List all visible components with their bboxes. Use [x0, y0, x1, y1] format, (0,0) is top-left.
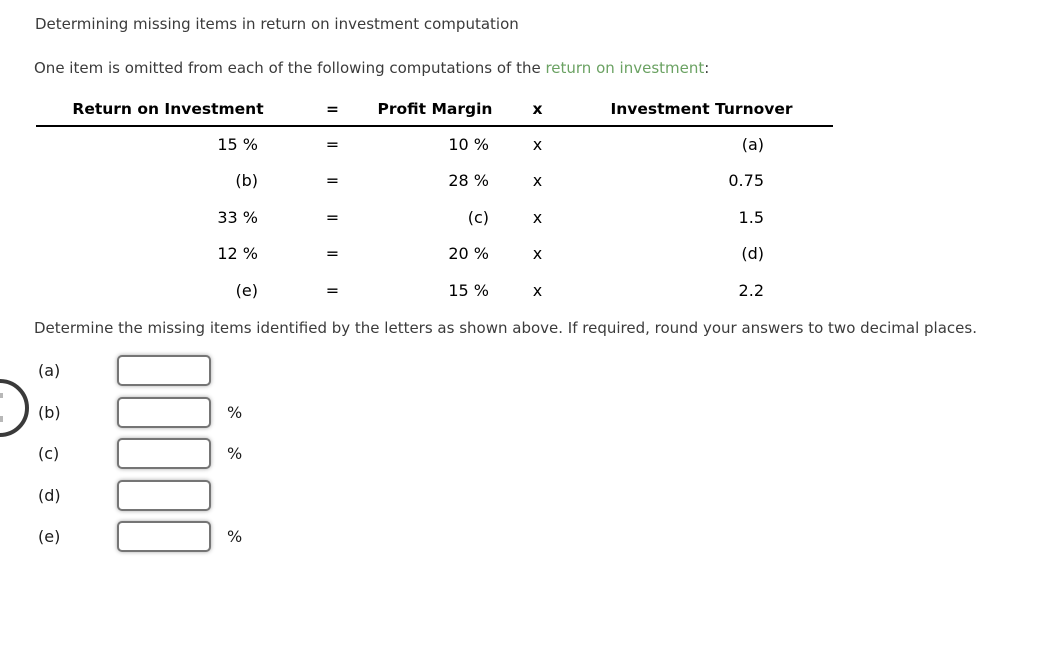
cell-investment-turnover: (d): [741, 244, 764, 264]
roi-computation-table: Return on Investment = Profit Margin x I…: [36, 92, 833, 309]
cell-times: x: [532, 207, 543, 227]
exercise-title: Determining missing items in return on i…: [35, 15, 519, 33]
answer-input-a[interactable]: [117, 355, 211, 386]
table-row: (e) = 15 % x 2.2: [36, 272, 833, 309]
cell-profit-margin: 28 %: [448, 171, 489, 191]
cell-equals: =: [325, 135, 340, 155]
answer-suffix-percent-b: %: [227, 402, 243, 422]
answer-input-e[interactable]: [117, 521, 211, 552]
answer-row-b: (b) %: [0, 396, 300, 428]
answer-row-c: (c) %: [0, 438, 300, 469]
answer-row-a: (a): [0, 355, 300, 386]
table-row: 33 % = (c) x 1.5: [36, 199, 833, 236]
cell-investment-turnover: 1.5: [738, 207, 764, 227]
answer-suffix-percent-e: %: [227, 527, 243, 546]
answer-label-b: (b): [38, 402, 61, 422]
cell-investment-turnover: (a): [741, 135, 764, 155]
cell-times: x: [532, 280, 543, 300]
cell-profit-margin: 20 %: [448, 244, 489, 264]
table-row: (b) = 28 % x 0.75: [36, 163, 833, 200]
col-header-return-on-investment: Return on Investment: [36, 92, 300, 127]
cell-roi: 33 %: [217, 207, 258, 227]
col-header-investment-turnover: Investment Turnover: [570, 92, 833, 127]
col-header-equals: =: [300, 92, 365, 127]
answer-label-a: (a): [38, 361, 61, 380]
answers-section: (a) (b) % (c) % (d) (e) %: [0, 355, 300, 552]
cell-equals: =: [325, 280, 340, 300]
cell-profit-margin: (c): [467, 207, 489, 227]
cell-roi: 12 %: [217, 244, 258, 264]
answer-label-c: (c): [38, 444, 60, 463]
answer-input-c[interactable]: [117, 438, 211, 469]
cell-roi: 15 %: [217, 135, 258, 155]
table-row: 12 % = 20 % x (d): [36, 236, 833, 273]
cell-roi: (b): [235, 171, 258, 191]
answer-row-d: (d): [0, 479, 300, 511]
instruction-text: Determine the missing items identified b…: [34, 319, 977, 337]
intro-text: One item is omitted from each of the fol…: [34, 59, 709, 77]
col-header-times: x: [505, 92, 570, 127]
cell-roi: (e): [235, 280, 258, 300]
table-row: 15 % = 10 % x (a): [36, 126, 833, 163]
answer-label-d: (d): [38, 485, 61, 505]
cell-equals: =: [325, 171, 340, 191]
clipped-icon-fragment: [0, 393, 3, 398]
answer-input-d[interactable]: [117, 479, 211, 511]
answer-row-e: (e) %: [0, 521, 300, 552]
cell-times: x: [532, 244, 543, 264]
clipped-icon-fragment: [0, 416, 3, 422]
table-header-row: Return on Investment = Profit Margin x I…: [36, 92, 833, 127]
cell-investment-turnover: 2.2: [738, 280, 764, 300]
col-header-profit-margin: Profit Margin: [365, 92, 505, 127]
intro-after-link: :: [704, 59, 710, 77]
answer-input-b[interactable]: [117, 396, 211, 428]
cell-times: x: [532, 171, 543, 191]
roi-definition-link[interactable]: return on investment: [545, 59, 705, 77]
cell-equals: =: [325, 207, 340, 227]
answer-label-e: (e): [38, 527, 61, 546]
cell-investment-turnover: 0.75: [728, 171, 764, 191]
cell-profit-margin: 15 %: [448, 280, 489, 300]
cell-times: x: [532, 135, 543, 155]
cell-equals: =: [325, 244, 340, 264]
cell-profit-margin: 10 %: [448, 135, 489, 155]
intro-before-link: One item is omitted from each of the fol…: [34, 59, 546, 77]
answer-suffix-percent-c: %: [227, 444, 243, 463]
